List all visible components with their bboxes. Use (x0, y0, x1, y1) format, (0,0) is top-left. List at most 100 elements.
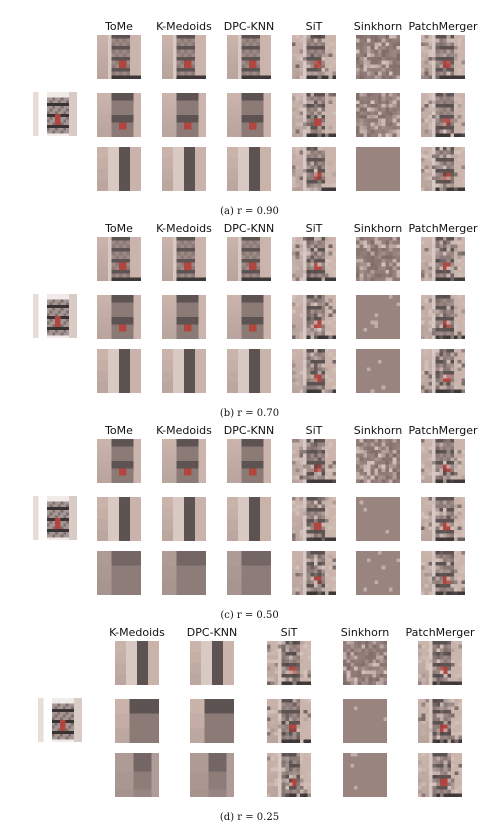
method-label: K-Medoids (156, 222, 212, 235)
merged-token-thumbnail (162, 551, 206, 595)
merged-token-thumbnail (162, 147, 206, 191)
merged-token-thumbnail (292, 497, 336, 541)
merged-token-thumbnail (418, 641, 462, 685)
merged-token-thumbnail (97, 439, 141, 483)
panel-caption: (d) r = 0.25 (219, 812, 280, 823)
merged-token-thumbnail (162, 93, 206, 137)
merged-token-thumbnail (292, 439, 336, 483)
merged-token-thumbnail (356, 295, 400, 339)
merged-token-thumbnail (421, 439, 465, 483)
merged-token-thumbnail (292, 295, 336, 339)
method-label: PatchMerger (408, 424, 478, 437)
merged-token-thumbnail (97, 147, 141, 191)
method-label: DPC-KNN (223, 222, 275, 235)
original-image (33, 92, 77, 136)
merged-token-thumbnail (162, 295, 206, 339)
merged-token-thumbnail (190, 641, 234, 685)
merged-token-thumbnail (227, 35, 271, 79)
merged-token-thumbnail (162, 35, 206, 79)
merged-token-thumbnail (292, 349, 336, 393)
merged-token-thumbnail (190, 753, 234, 797)
merged-token-thumbnail (343, 699, 387, 743)
method-label: ToMe (105, 222, 133, 235)
merged-token-thumbnail (292, 551, 336, 595)
merged-token-thumbnail (227, 295, 271, 339)
panel-caption: (c) r = 0.50 (220, 610, 279, 621)
panel-caption: (a) r = 0.90 (220, 206, 279, 217)
method-label: Sinkhorn (340, 626, 390, 639)
merged-token-thumbnail (418, 753, 462, 797)
merged-token-thumbnail (292, 93, 336, 137)
merged-token-thumbnail (227, 497, 271, 541)
merged-token-thumbnail (421, 349, 465, 393)
merged-token-thumbnail (421, 147, 465, 191)
method-label: Sinkhorn (353, 424, 403, 437)
merged-token-thumbnail (162, 439, 206, 483)
merged-token-thumbnail (292, 237, 336, 281)
merged-token-thumbnail (292, 147, 336, 191)
merged-token-thumbnail (227, 93, 271, 137)
method-label: K-Medoids (156, 20, 212, 33)
merged-token-thumbnail (267, 699, 311, 743)
merged-token-thumbnail (97, 237, 141, 281)
merged-token-thumbnail (356, 349, 400, 393)
merged-token-thumbnail (418, 699, 462, 743)
merged-token-thumbnail (292, 35, 336, 79)
original-image (33, 496, 77, 540)
merged-token-thumbnail (356, 93, 400, 137)
merged-token-thumbnail (162, 237, 206, 281)
panel-caption: (b) r = 0.70 (219, 408, 280, 419)
method-label: DPC-KNN (223, 424, 275, 437)
merged-token-thumbnail (162, 497, 206, 541)
merged-token-thumbnail (97, 551, 141, 595)
merged-token-thumbnail (97, 93, 141, 137)
merged-token-thumbnail (356, 497, 400, 541)
original-image (38, 698, 82, 742)
merged-token-thumbnail (115, 753, 159, 797)
merged-token-thumbnail (356, 237, 400, 281)
method-label: K-Medoids (156, 424, 212, 437)
merged-token-thumbnail (356, 439, 400, 483)
merged-token-thumbnail (421, 295, 465, 339)
method-label: SiT (280, 626, 298, 639)
method-label: PatchMerger (408, 222, 478, 235)
merged-token-thumbnail (267, 753, 311, 797)
merged-token-thumbnail (267, 641, 311, 685)
method-label: DPC-KNN (186, 626, 238, 639)
method-label: SiT (305, 424, 323, 437)
method-label: ToMe (105, 20, 133, 33)
method-label: PatchMerger (405, 626, 475, 639)
merged-token-thumbnail (97, 35, 141, 79)
merged-token-thumbnail (227, 147, 271, 191)
original-image (33, 294, 77, 338)
merged-token-thumbnail (356, 551, 400, 595)
merged-token-thumbnail (97, 497, 141, 541)
merged-token-thumbnail (343, 641, 387, 685)
method-label: ToMe (105, 424, 133, 437)
merged-token-thumbnail (227, 439, 271, 483)
merged-token-thumbnail (356, 147, 400, 191)
merged-token-thumbnail (421, 35, 465, 79)
merged-token-thumbnail (421, 237, 465, 281)
merged-token-thumbnail (227, 237, 271, 281)
method-label: Sinkhorn (353, 222, 403, 235)
merged-token-thumbnail (421, 93, 465, 137)
merged-token-thumbnail (356, 35, 400, 79)
merged-token-thumbnail (421, 551, 465, 595)
merged-token-thumbnail (115, 699, 159, 743)
merged-token-thumbnail (162, 349, 206, 393)
method-label: Sinkhorn (353, 20, 403, 33)
merged-token-thumbnail (190, 699, 234, 743)
merged-token-thumbnail (97, 349, 141, 393)
merged-token-thumbnail (97, 295, 141, 339)
method-label: PatchMerger (408, 20, 478, 33)
merged-token-thumbnail (343, 753, 387, 797)
method-label: SiT (305, 222, 323, 235)
merged-token-thumbnail (115, 641, 159, 685)
method-label: SiT (305, 20, 323, 33)
merged-token-thumbnail (227, 349, 271, 393)
merged-token-thumbnail (421, 497, 465, 541)
merged-token-thumbnail (227, 551, 271, 595)
method-label: DPC-KNN (223, 20, 275, 33)
method-label: K-Medoids (109, 626, 165, 639)
